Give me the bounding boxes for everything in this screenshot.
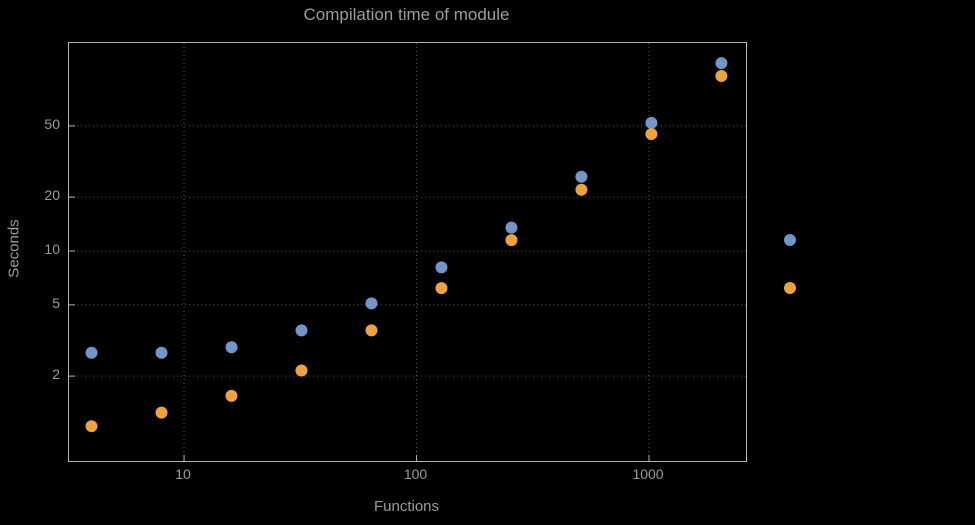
data-point: [85, 420, 98, 433]
data-point: [435, 282, 448, 295]
legend-marker-blue: [784, 234, 796, 246]
x-tick-label: 10: [175, 466, 191, 482]
data-point: [155, 406, 168, 419]
data-point: [505, 221, 518, 234]
data-point: [575, 183, 588, 196]
x-tick-label: 1000: [632, 466, 664, 482]
chart-title: Compilation time of module: [303, 5, 510, 24]
data-point: [295, 324, 308, 337]
y-tick-label: 5: [52, 294, 60, 311]
y-tick-label: 20: [44, 187, 60, 204]
data-point: [85, 346, 98, 359]
x-axis-label: Functions: [373, 498, 440, 515]
data-point: [575, 170, 588, 183]
legend-marker-orange: [784, 282, 796, 294]
data-point: [435, 261, 448, 274]
data-point: [505, 234, 518, 247]
data-point: [645, 116, 658, 129]
data-point: [225, 389, 238, 402]
y-tick-label: 50: [44, 115, 60, 132]
y-tick-label: 10: [44, 240, 60, 257]
data-point: [155, 346, 168, 359]
x-tick-label: 100: [403, 466, 428, 482]
data-point: [715, 69, 728, 82]
plot-area: [68, 42, 747, 462]
data-point: [365, 297, 378, 310]
data-point: [365, 324, 378, 337]
legend: [784, 234, 796, 330]
y-tick-label: 2: [52, 366, 60, 383]
data-point: [295, 364, 308, 377]
data-point: [645, 128, 658, 141]
data-point: [715, 57, 728, 70]
data-point: [225, 341, 238, 354]
